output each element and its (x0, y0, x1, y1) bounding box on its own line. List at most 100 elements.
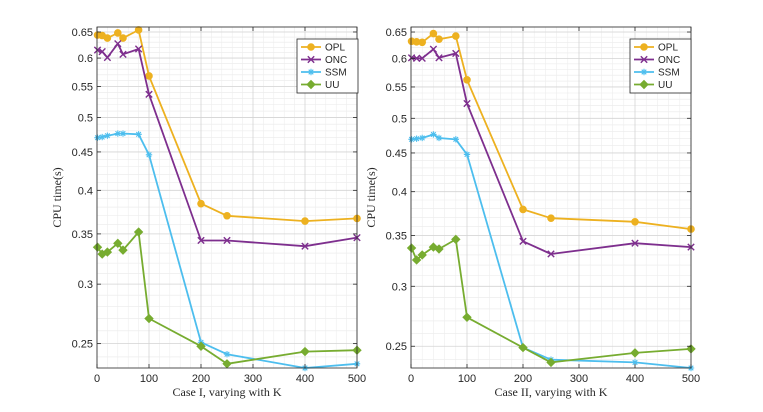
data-point-opl (301, 217, 309, 225)
data-point-uu (417, 250, 427, 260)
legend-label-opl: OPL (658, 43, 678, 54)
data-point-ssm (419, 134, 426, 142)
y-tick-label: 0.55 (72, 81, 93, 93)
y-tick-label: 0.6 (78, 53, 93, 65)
x-tick-label: 400 (296, 373, 314, 385)
data-point-onc (301, 242, 309, 250)
y-tick-label: 0.65 (72, 27, 93, 39)
data-point-uu (144, 313, 154, 324)
x-tick-label: 0 (94, 373, 100, 385)
x-tick-label: 0 (408, 373, 414, 385)
data-point-ssm (119, 130, 127, 137)
data-point-opl (547, 214, 555, 223)
data-point-onc (134, 45, 143, 53)
y-tick-label: 0.65 (386, 27, 407, 39)
legend-marker-ssm (307, 68, 315, 76)
legend-marker-ssm (640, 68, 648, 76)
x-tick-label: 300 (244, 373, 262, 385)
data-point-opl (519, 205, 527, 214)
data-point-onc (145, 90, 153, 98)
x-tick-label: 300 (570, 373, 588, 385)
data-point-opl (429, 29, 438, 38)
y-tick-label: 0.5 (78, 113, 93, 125)
x-tick-label: 200 (192, 373, 210, 385)
data-point-onc (519, 237, 527, 245)
y-tick-label: 0.6 (392, 53, 407, 65)
legend-label-onc: ONC (325, 55, 347, 66)
data-point-onc (114, 40, 122, 48)
y-tick-label: 0.45 (386, 148, 407, 160)
data-point-onc (119, 50, 127, 58)
y-tick-label: 0.35 (72, 229, 93, 241)
x-tick-label: 100 (140, 373, 158, 385)
panel-2: 0.25 0.3 0.35 0.4 0.45 0.5 0.55 0.6 0.65 0 100 200 3… (364, 26, 700, 399)
data-point-ssm (413, 135, 420, 142)
legend-label-ssm: SSM (658, 68, 680, 79)
data-point-ssm (463, 151, 471, 158)
data-point-ssm (94, 134, 101, 141)
y-tick-label: 0.55 (386, 82, 407, 94)
y-tick-label: 0.35 (386, 231, 407, 243)
data-point-onc (103, 53, 112, 62)
legend-label-uu: UU (325, 80, 339, 91)
y-tick-label: 0.4 (392, 187, 407, 199)
data-point-opl (452, 32, 460, 40)
x-tick-label: 400 (626, 373, 644, 385)
data-point-opl (435, 35, 443, 43)
data-point-ssm (104, 132, 111, 139)
data-point-onc (93, 46, 102, 54)
x-axis-label: Case I, varying with K (173, 385, 282, 399)
data-point-onc (429, 45, 438, 53)
data-point-uu (434, 244, 444, 254)
data-point-uu (102, 247, 113, 257)
data-point-uu (196, 341, 206, 351)
x-tick-label: 500 (682, 373, 700, 385)
data-point-uu (92, 242, 103, 252)
data-point-uu (630, 348, 640, 358)
data-point-uu (462, 312, 472, 323)
data-point-opl (119, 34, 127, 42)
data-point-uu (133, 227, 144, 237)
data-point-ssm (435, 134, 443, 142)
y-tick-label: 0.25 (72, 339, 93, 351)
data-point-uu (406, 243, 417, 253)
legend-marker-uu (306, 79, 316, 90)
data-point-onc (435, 54, 443, 62)
data-point-onc (98, 47, 106, 56)
data-point-opl (114, 29, 122, 37)
data-point-onc (418, 54, 426, 63)
data-point-ssm (135, 131, 142, 138)
y-axis-label: CPU time(s) (50, 167, 64, 227)
data-point-ssm (145, 151, 153, 159)
x-tick-label: 500 (348, 373, 366, 385)
data-point-ssm (114, 130, 121, 137)
legend-label-opl: OPL (325, 43, 345, 54)
data-point-ssm (223, 351, 231, 358)
data-point-ssm (408, 136, 415, 143)
data-point-opl (103, 34, 112, 42)
data-point-onc (223, 236, 231, 245)
data-point-uu (451, 234, 461, 245)
data-point-onc (547, 250, 555, 258)
legend-marker-onc (307, 55, 315, 64)
y-tick-label: 0.5 (392, 113, 407, 125)
y-tick-label: 0.4 (78, 185, 93, 197)
y-tick-label: 0.25 (386, 341, 407, 353)
data-point-onc (412, 54, 421, 63)
data-point-uu (411, 255, 422, 265)
legend-label-uu: UU (658, 80, 672, 91)
y-tick-label: 0.3 (392, 281, 407, 293)
data-point-uu (300, 346, 310, 357)
legend-label-onc: ONC (658, 55, 680, 66)
legend-marker-onc (640, 55, 648, 64)
data-point-opl (134, 26, 143, 34)
data-point-opl (197, 199, 205, 208)
legend-marker-opl (640, 43, 648, 51)
axes-frame (410, 26, 692, 369)
data-point-uu (113, 238, 123, 249)
data-point-opl (145, 72, 153, 80)
data-point-uu (546, 357, 556, 368)
